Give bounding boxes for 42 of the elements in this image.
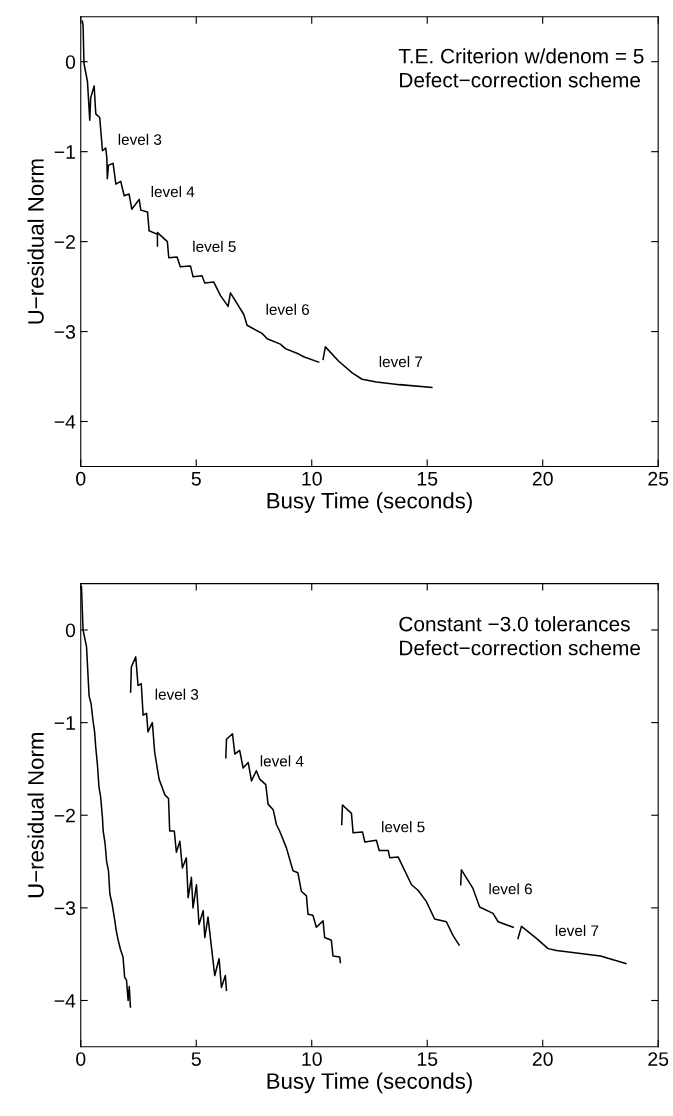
x-axis-title: Busy Time (seconds) bbox=[267, 1072, 472, 1094]
x-tick-label: 15 bbox=[417, 1052, 438, 1066]
x-tick-label: 0 bbox=[76, 1052, 86, 1066]
annotation: level 7 bbox=[555, 924, 599, 937]
y-axis-title: U−residual Norm bbox=[27, 159, 44, 324]
annotation: level 5 bbox=[382, 821, 425, 833]
y-tick-label: −4 bbox=[54, 994, 76, 1008]
line-series bbox=[517, 925, 627, 965]
annotation: level 7 bbox=[379, 355, 423, 368]
annotation: level 3 bbox=[118, 133, 162, 145]
line-series bbox=[340, 804, 460, 946]
annotation: level 3 bbox=[155, 688, 199, 700]
y-tick-label: −3 bbox=[54, 325, 76, 339]
y-tick-label: −2 bbox=[54, 808, 75, 823]
x-tick-label: 0 bbox=[76, 471, 86, 486]
y-tick-label: −2 bbox=[54, 235, 75, 249]
y-tick-label: −1 bbox=[54, 145, 75, 159]
x-axis-title: Busy Time (seconds) bbox=[267, 492, 472, 513]
text: Constant −3.0 tolerances Defect−correction scheme bbox=[399, 616, 641, 656]
x-tick-label: 5 bbox=[191, 472, 201, 486]
annotation: level 5 bbox=[193, 240, 236, 253]
x-tick-label: 20 bbox=[532, 471, 553, 486]
annotation: level 6 bbox=[489, 883, 532, 895]
x-tick-label: 10 bbox=[302, 1052, 322, 1066]
y-axis-title: U−residual Norm bbox=[27, 733, 44, 898]
annotation: level 6 bbox=[266, 303, 310, 315]
line-series bbox=[129, 656, 228, 992]
y-tick-label: −3 bbox=[54, 901, 76, 916]
x-tick-label: 15 bbox=[417, 472, 438, 486]
x-tick-label: 20 bbox=[532, 1052, 553, 1066]
annotation: level 4 bbox=[151, 185, 195, 198]
text: T.E. Criterion w/denom = 5 Defect−correction scheme bbox=[398, 48, 644, 88]
x-tick-label: 10 bbox=[302, 471, 322, 486]
y-tick-label: 0 bbox=[65, 623, 76, 638]
annotation: level 4 bbox=[260, 755, 304, 767]
x-tick-label: 25 bbox=[648, 1052, 669, 1066]
x-tick-label: 25 bbox=[648, 471, 669, 486]
y-tick-label: −4 bbox=[54, 415, 76, 429]
y-tick-label: 0 bbox=[65, 55, 76, 69]
line-series bbox=[225, 732, 342, 964]
x-tick-label: 5 bbox=[191, 1052, 201, 1066]
y-tick-label: −1 bbox=[54, 716, 75, 730]
